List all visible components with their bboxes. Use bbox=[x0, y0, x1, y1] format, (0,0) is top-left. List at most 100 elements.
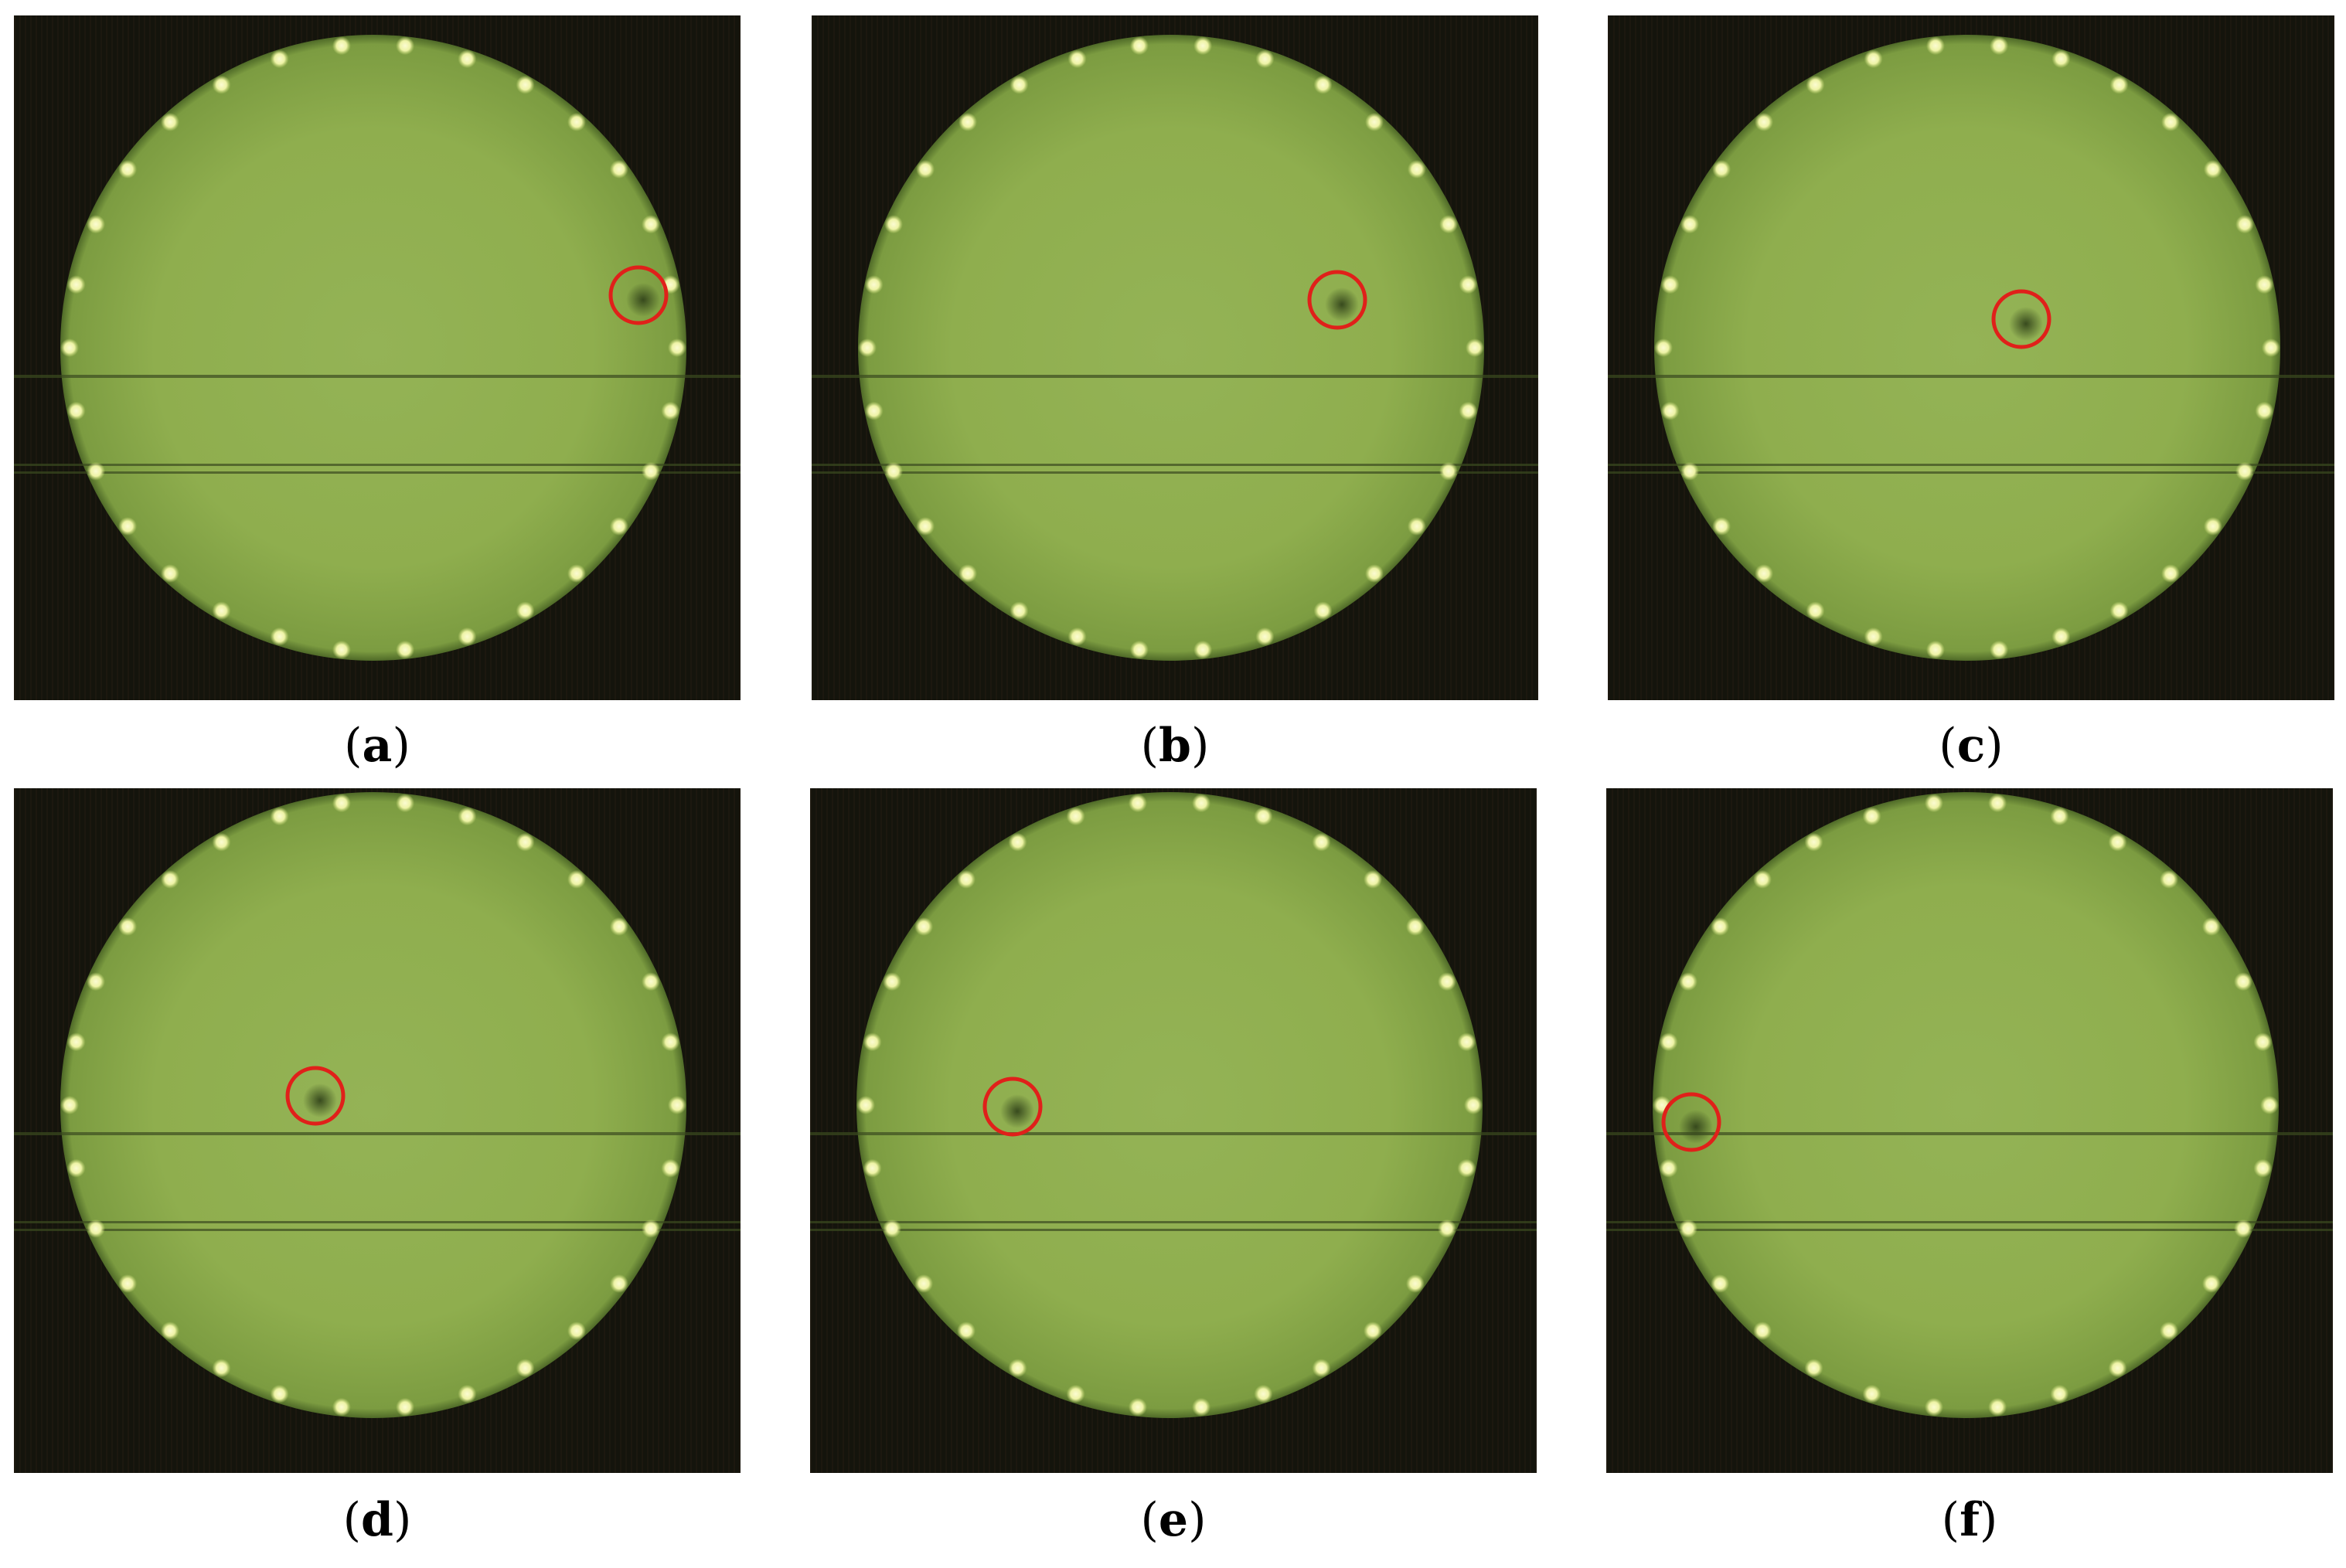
led-dot bbox=[1365, 564, 1384, 583]
led-dot bbox=[2161, 564, 2180, 583]
led-dot bbox=[1192, 1397, 1211, 1417]
led-dot bbox=[396, 36, 415, 56]
led-dot bbox=[270, 1384, 289, 1403]
led-dot bbox=[2234, 1219, 2252, 1238]
scan-line bbox=[810, 1229, 1537, 1231]
image-panel-e bbox=[810, 788, 1537, 1473]
led-dot bbox=[2108, 832, 2127, 852]
led-dot bbox=[1679, 1219, 1697, 1238]
led-dot bbox=[2260, 1096, 2279, 1114]
led-dot bbox=[1193, 640, 1213, 659]
led-dot bbox=[1129, 36, 1149, 56]
led-dot bbox=[609, 160, 628, 179]
led-dot bbox=[609, 1274, 628, 1293]
led-dot bbox=[2050, 807, 2069, 826]
led-dot bbox=[1659, 1158, 1678, 1178]
led-dot bbox=[1067, 49, 1087, 69]
led-dot bbox=[1313, 601, 1333, 621]
led-dot bbox=[1679, 972, 1697, 991]
dark-spot bbox=[1679, 1110, 1713, 1144]
led-dot bbox=[957, 869, 976, 889]
led-dot bbox=[863, 1158, 882, 1178]
dark-spot bbox=[303, 1083, 337, 1117]
led-dot bbox=[396, 640, 415, 659]
led-dot bbox=[1439, 215, 1458, 234]
green-disc bbox=[858, 35, 1484, 661]
green-disc bbox=[856, 792, 1483, 1418]
led-dot bbox=[212, 75, 231, 94]
led-dot bbox=[914, 1274, 934, 1293]
dark-spot bbox=[1325, 287, 1359, 321]
led-dot bbox=[1755, 112, 1773, 131]
led-dot bbox=[332, 1397, 351, 1417]
led-dot bbox=[1010, 75, 1029, 94]
led-dot bbox=[1457, 1032, 1476, 1052]
led-dot bbox=[2255, 401, 2274, 420]
led-dot bbox=[1924, 1397, 1943, 1417]
led-dot bbox=[1255, 49, 1275, 69]
led-dot bbox=[1711, 1274, 1730, 1293]
dark-spot bbox=[626, 283, 660, 317]
led-dot bbox=[2161, 112, 2180, 131]
scan-line bbox=[1608, 471, 2334, 474]
caption-e: (e) bbox=[1140, 1493, 1207, 1547]
led-dot bbox=[668, 338, 686, 357]
led-dot bbox=[396, 794, 415, 813]
scan-line bbox=[812, 471, 1538, 474]
led-dot bbox=[458, 807, 477, 826]
led-dot bbox=[66, 1032, 86, 1052]
led-dot bbox=[1806, 601, 1825, 621]
caption-letter: a bbox=[362, 719, 393, 773]
led-dot bbox=[212, 1359, 231, 1378]
led-dot bbox=[1438, 1219, 1456, 1238]
led-dot bbox=[1128, 794, 1147, 813]
caption-b: (b) bbox=[1140, 719, 1210, 773]
led-dot bbox=[1010, 601, 1029, 621]
led-dot bbox=[916, 517, 935, 536]
led-dot bbox=[914, 917, 934, 936]
led-dot bbox=[1753, 1321, 1772, 1341]
led-dot bbox=[1067, 627, 1087, 646]
scan-line bbox=[1606, 1132, 2333, 1135]
led-dot bbox=[161, 564, 179, 583]
red-marker-circle bbox=[1307, 270, 1367, 330]
led-dot bbox=[87, 461, 105, 481]
led-dot bbox=[2253, 1032, 2273, 1052]
caption-a: (a) bbox=[344, 719, 410, 773]
led-dot bbox=[212, 832, 231, 852]
led-dot bbox=[1255, 627, 1275, 646]
fluorescence-image bbox=[810, 788, 1537, 1473]
led-dot bbox=[1988, 794, 2007, 813]
led-dot bbox=[516, 75, 535, 94]
led-dot bbox=[1364, 869, 1382, 889]
led-dot bbox=[458, 627, 477, 646]
led-dot bbox=[2253, 1158, 2273, 1178]
red-marker-circle bbox=[608, 265, 669, 325]
fluorescence-image bbox=[812, 15, 1538, 700]
led-dot bbox=[1313, 75, 1333, 94]
led-dot bbox=[1312, 1359, 1331, 1378]
led-dot bbox=[642, 972, 660, 991]
led-dot bbox=[1804, 832, 1823, 852]
led-dot bbox=[118, 160, 138, 179]
led-dot bbox=[1711, 917, 1730, 936]
scan-line bbox=[14, 1221, 741, 1223]
led-dot bbox=[1924, 794, 1943, 813]
led-dot bbox=[1659, 1032, 1678, 1052]
led-dot bbox=[516, 1359, 535, 1378]
led-dot bbox=[2201, 917, 2221, 936]
scan-line bbox=[1606, 1229, 2333, 1231]
led-dot bbox=[1990, 640, 2009, 659]
led-dot bbox=[161, 1321, 179, 1341]
green-disc bbox=[60, 35, 686, 661]
led-dot bbox=[2160, 869, 2178, 889]
led-dot bbox=[1925, 36, 1945, 56]
led-dot bbox=[1066, 807, 1085, 826]
led-dot bbox=[516, 832, 535, 852]
led-dot bbox=[884, 215, 903, 234]
led-dot bbox=[2051, 49, 2071, 69]
scan-line bbox=[812, 375, 1538, 378]
led-dot bbox=[60, 338, 79, 357]
led-dot bbox=[1755, 564, 1773, 583]
led-dot bbox=[270, 807, 289, 826]
